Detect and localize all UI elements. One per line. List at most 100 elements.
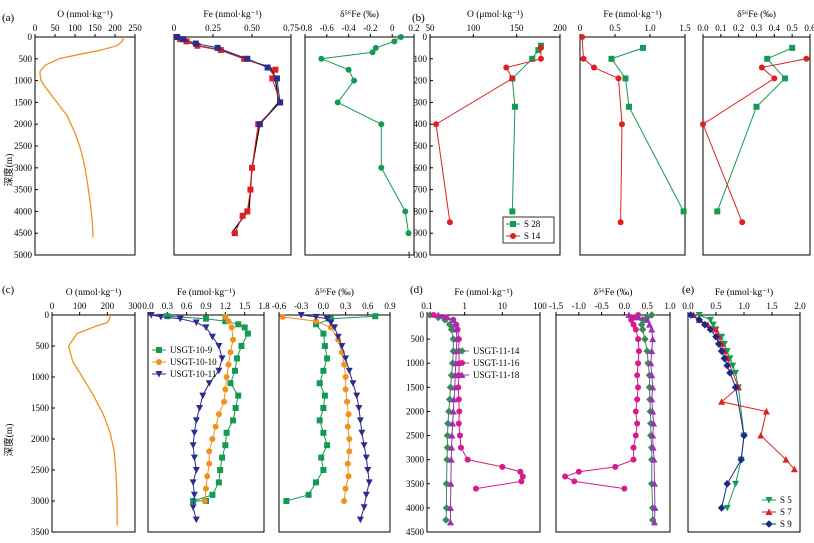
data-point <box>176 315 184 323</box>
data-point <box>174 34 181 40</box>
data-point <box>331 324 338 331</box>
data-point <box>320 405 327 411</box>
x-tick-label: 300 <box>128 301 142 311</box>
data-point <box>244 330 251 337</box>
data-point <box>647 455 656 464</box>
y-tick-label: 3500 <box>14 185 33 195</box>
data-point <box>192 40 199 47</box>
y-tick-label: 1 000 <box>407 250 428 260</box>
legend-label: USGT-11-16 <box>473 358 520 368</box>
data-point <box>305 491 312 498</box>
data-point <box>202 324 210 331</box>
y-tick-label: 400 <box>414 119 428 129</box>
data-point <box>757 432 765 439</box>
data-point <box>344 423 351 430</box>
data-point <box>364 467 372 474</box>
data-point <box>753 103 760 110</box>
data-point <box>342 485 349 492</box>
data-point <box>509 208 516 215</box>
data-point <box>442 504 451 512</box>
data-point <box>218 355 226 362</box>
data-point <box>190 491 198 499</box>
y-tick-label: 4500 <box>14 228 33 238</box>
data-point <box>803 55 810 62</box>
x-tick-label: 0.0 <box>318 301 330 311</box>
panel-label-b: (b) <box>412 12 425 24</box>
data-point <box>651 504 659 511</box>
x-tick-label: 0.2 <box>408 23 419 33</box>
data-point <box>579 34 586 40</box>
data-point <box>451 383 459 391</box>
chart-a-Fe: Fe (nmol·kg⁻¹) 0 0.25 0.50 0.75 <box>172 9 299 256</box>
data-point <box>720 354 729 363</box>
data-point <box>297 312 305 319</box>
data-point <box>701 320 709 329</box>
data-point <box>223 374 230 380</box>
data-point <box>342 386 349 393</box>
data-point <box>320 467 327 473</box>
x-tick-label: 0 <box>50 301 55 311</box>
legend-marker <box>765 520 773 528</box>
y-tick-label: 0 <box>420 310 425 320</box>
data-point <box>342 374 349 380</box>
y-tick-label: 2000 <box>406 406 425 416</box>
data-point <box>645 321 653 328</box>
data-point <box>228 324 235 331</box>
data-point <box>222 313 229 320</box>
legend-label: S 28 <box>524 219 541 229</box>
panel-label-c: (c) <box>2 284 15 296</box>
data-point <box>345 367 353 375</box>
data-point <box>232 367 238 374</box>
chart-a-O: O (nmol·kg⁻¹)0 50 100 150 200 250050010001500… <box>14 9 142 260</box>
chart-a-dFe: δ⁵⁶Fe (‰) -0.8 -0.6 -0.4 -0.2 0 0.2 <box>298 9 420 256</box>
x-tick-label: 0.0 <box>682 301 694 311</box>
plot-frame <box>173 36 292 256</box>
data-point <box>430 312 437 318</box>
series-line <box>301 314 370 520</box>
data-point <box>519 473 526 480</box>
x-tick-label: 0.3 <box>751 23 763 33</box>
legend: S 5 S 7 S 9 <box>762 495 792 529</box>
data-point <box>630 321 637 328</box>
plot-frame <box>426 314 541 533</box>
data-point <box>732 369 740 377</box>
data-point <box>164 313 171 320</box>
data-point <box>517 468 524 475</box>
data-point <box>790 465 798 473</box>
x-tick-label: 0 <box>33 23 38 33</box>
data-point <box>449 420 457 427</box>
data-point <box>239 212 246 219</box>
data-point <box>316 380 323 387</box>
series-line <box>438 314 458 523</box>
data-point <box>758 64 765 71</box>
series-line <box>641 314 654 520</box>
data-point <box>358 429 366 437</box>
data-point <box>617 219 624 226</box>
legend-label: USGT-10-10 <box>170 357 217 367</box>
data-point <box>256 121 263 128</box>
chart-title: Fe (nmol·kg⁻¹) <box>177 287 235 298</box>
series-line <box>693 314 795 470</box>
data-point <box>637 320 646 329</box>
chart-title: Fe (nmol·kg⁻¹) <box>715 287 773 298</box>
data-point <box>209 436 216 442</box>
data-point <box>445 407 453 416</box>
y-tick-label: 1500 <box>14 97 33 107</box>
y-tick-label: 1000 <box>14 76 33 86</box>
data-point <box>208 333 216 341</box>
data-point <box>443 455 451 464</box>
x-tick-label: 0.6 <box>181 301 193 311</box>
y-tick-label: 3000 <box>14 163 33 173</box>
data-point <box>233 355 240 362</box>
data-point <box>591 64 597 71</box>
data-point <box>190 498 197 504</box>
x-tick-label: 100 <box>68 23 82 33</box>
data-point <box>687 311 695 319</box>
y-tick-label: 3000 <box>31 496 50 506</box>
data-point <box>362 454 370 462</box>
y-tick-label: 500 <box>414 141 428 151</box>
data-point <box>529 55 536 62</box>
data-point <box>230 336 237 343</box>
data-point <box>446 504 454 511</box>
x-tick-label: 200 <box>108 23 122 33</box>
